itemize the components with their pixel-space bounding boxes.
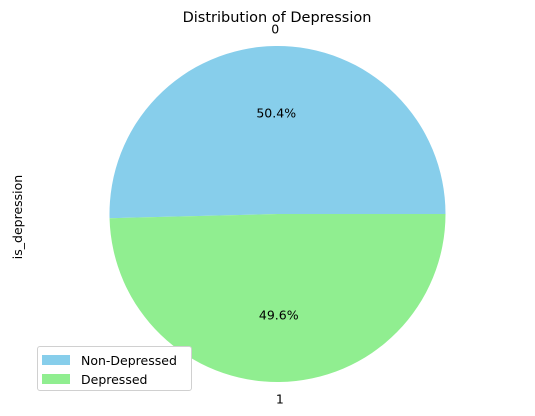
pie-slice-0 xyxy=(109,46,445,218)
pie-slices xyxy=(109,46,445,382)
y-axis-label: is_depression xyxy=(10,175,25,259)
pie-percent-label-1: 49.6% xyxy=(259,307,299,322)
legend: Non-Depressed Depressed xyxy=(37,346,192,391)
legend-swatch-non-depressed xyxy=(42,355,70,365)
pie-percent-label-0: 50.4% xyxy=(256,106,296,121)
legend-item-depressed: Depressed xyxy=(42,370,147,388)
pie-category-label-0: 0 xyxy=(271,22,279,37)
legend-swatch-depressed xyxy=(42,374,70,384)
legend-label-depressed: Depressed xyxy=(81,372,147,387)
legend-label-non-depressed: Non-Depressed xyxy=(81,353,177,368)
pie-category-label-1: 1 xyxy=(276,391,284,406)
legend-item-non-depressed: Non-Depressed xyxy=(42,351,177,369)
